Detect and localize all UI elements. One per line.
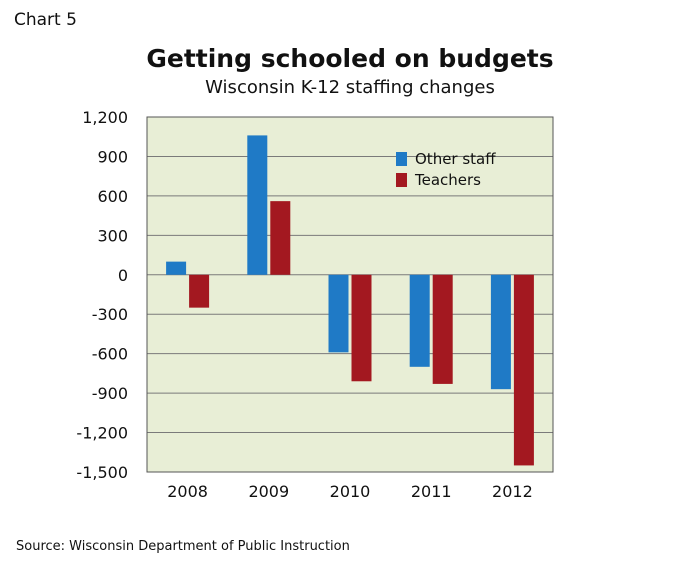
plot-area [147, 117, 553, 472]
bar-other-staff-2009 [247, 135, 268, 275]
y-tick-label: 1,200 [82, 108, 128, 127]
x-tick-label: 2012 [492, 482, 533, 501]
y-tick-label: -600 [92, 345, 128, 364]
bar-other-staff-2012 [490, 274, 511, 390]
bar-other-staff-2011 [409, 274, 430, 367]
legend-swatch-teachers [396, 173, 407, 187]
y-tick-label: -300 [92, 305, 128, 324]
x-tick-label: 2008 [167, 482, 208, 501]
bar-teachers-2009 [270, 201, 291, 275]
y-tick-label: 600 [97, 187, 128, 206]
y-tick-label: -1,200 [76, 424, 128, 443]
bar-teachers-2008 [189, 274, 210, 308]
x-axis: 2008 2009 2010 2011 2012 [167, 482, 533, 501]
x-tick-label: 2011 [411, 482, 452, 501]
bars [166, 135, 534, 466]
x-tick-label: 2010 [330, 482, 371, 501]
x-tick-label: 2009 [248, 482, 289, 501]
legend-label: Other staff [415, 150, 496, 168]
bar-teachers-2011 [432, 274, 453, 384]
y-tick-label: 300 [97, 226, 128, 245]
plot-frame [146, 116, 554, 473]
bar-teachers-2012 [513, 274, 534, 466]
legend-label: Teachers [414, 171, 481, 189]
y-axis: 1,200 900 600 300 0 -300 -600 -900 -1,200 -1,500 [76, 108, 128, 482]
chart-number-label: Chart 5 [14, 10, 77, 30]
chart-title: Getting schooled on budgets [146, 44, 554, 73]
bar-teachers-2010 [351, 274, 372, 382]
y-tick-label: 0 [118, 266, 128, 285]
y-tick-label: -1,500 [76, 463, 128, 482]
legend-swatch-other-staff [396, 152, 407, 166]
bar-other-staff-2010 [328, 274, 349, 353]
source-note: Source: Wisconsin Department of Public I… [16, 539, 350, 554]
chart-subtitle: Wisconsin K-12 staffing changes [205, 77, 495, 98]
legend: Other staff Teachers [396, 150, 496, 189]
y-tick-label: 900 [97, 147, 128, 166]
y-tick-label: -900 [92, 384, 128, 403]
bar-other-staff-2008 [166, 261, 187, 275]
